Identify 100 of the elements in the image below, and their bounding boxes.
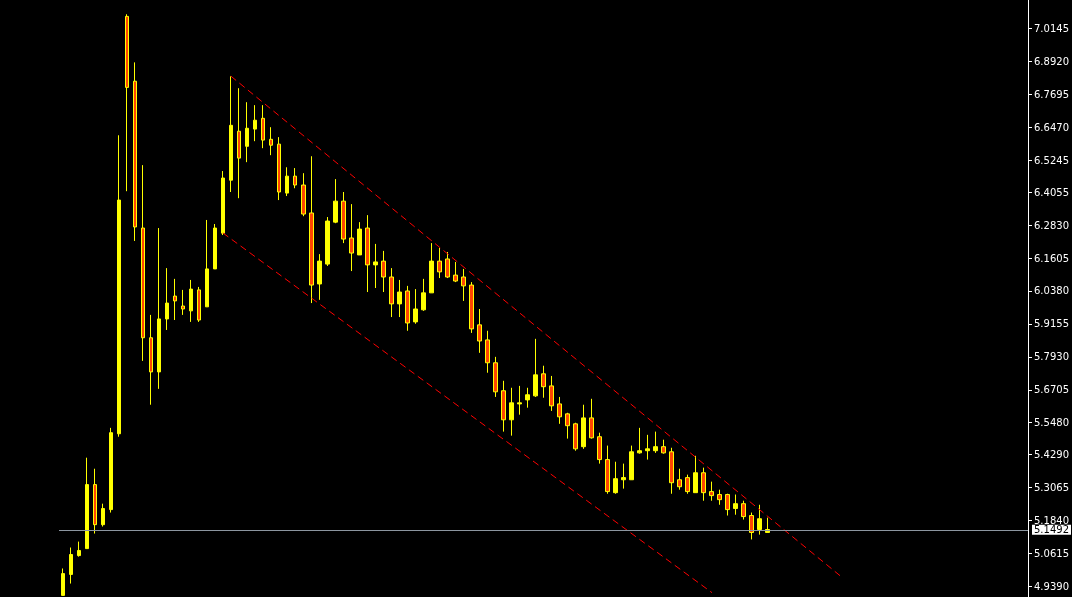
candlestick bbox=[245, 101, 249, 163]
candlestick bbox=[573, 422, 578, 452]
candlestick bbox=[61, 567, 65, 596]
candlestick bbox=[685, 474, 690, 495]
candlestick bbox=[413, 288, 418, 325]
candlestick bbox=[261, 104, 265, 149]
candlestick bbox=[205, 219, 209, 308]
candlestick bbox=[141, 164, 145, 362]
candlestick bbox=[109, 427, 113, 514]
candlestick bbox=[309, 155, 314, 304]
y-tick-label: 6.5245 bbox=[1034, 154, 1070, 166]
y-tick-label: 6.2830 bbox=[1034, 219, 1070, 231]
candlestick bbox=[213, 223, 217, 270]
candlestick bbox=[349, 203, 354, 272]
candlestick bbox=[581, 404, 586, 450]
candlestick bbox=[749, 512, 754, 540]
candlestick bbox=[701, 467, 706, 502]
y-tick-label: 6.4055 bbox=[1034, 186, 1070, 198]
candlestick bbox=[493, 356, 498, 398]
y-tick-label: 5.4290 bbox=[1034, 449, 1070, 461]
candlestick bbox=[341, 191, 346, 244]
candlestick bbox=[661, 439, 666, 455]
candlestick bbox=[157, 227, 161, 390]
candlestick bbox=[653, 431, 658, 454]
y-tick-label: 5.5480 bbox=[1034, 417, 1070, 429]
candlestick bbox=[693, 455, 698, 494]
candlestick bbox=[717, 489, 722, 506]
candlestick bbox=[253, 104, 257, 142]
candlestick bbox=[669, 447, 674, 495]
candlestick bbox=[277, 136, 281, 201]
candlestick bbox=[629, 445, 634, 481]
y-tick-label: 6.7695 bbox=[1034, 88, 1070, 100]
candlestick bbox=[741, 500, 746, 521]
candlestick bbox=[533, 338, 538, 398]
candlestick bbox=[125, 13, 129, 192]
candlestick bbox=[421, 278, 426, 312]
candlestick bbox=[221, 170, 225, 236]
candlestick bbox=[709, 481, 714, 502]
candlestick bbox=[69, 547, 73, 585]
y-tick-label: 5.9155 bbox=[1034, 318, 1070, 330]
candlestick bbox=[541, 365, 546, 399]
y-tick-label: 4.9390 bbox=[1034, 581, 1070, 593]
candlestick bbox=[325, 216, 330, 267]
candlestick bbox=[373, 243, 378, 289]
candlestick bbox=[389, 267, 394, 318]
y-tick-label: 5.3065 bbox=[1034, 482, 1070, 494]
candlestick bbox=[445, 251, 450, 279]
candlestick bbox=[477, 308, 482, 354]
candlestick bbox=[597, 432, 602, 465]
y-tick-label: 5.7930 bbox=[1034, 351, 1070, 363]
candlestick bbox=[589, 398, 594, 440]
candlestick bbox=[565, 412, 570, 440]
candlestick bbox=[93, 468, 97, 535]
candlestick bbox=[397, 279, 402, 318]
candlestick bbox=[733, 494, 738, 516]
candlestick bbox=[637, 427, 642, 455]
candlestick bbox=[725, 493, 730, 517]
candlestick bbox=[77, 541, 81, 558]
candlestick bbox=[229, 75, 233, 193]
candlestick bbox=[453, 261, 458, 283]
candlestick bbox=[645, 434, 650, 461]
y-tick-label: 5.1840 bbox=[1034, 515, 1070, 527]
candlestick bbox=[317, 253, 322, 301]
candlestick bbox=[437, 247, 442, 279]
candlestick bbox=[381, 250, 386, 293]
candlestick bbox=[173, 278, 177, 321]
candlestick bbox=[197, 286, 201, 323]
candlestick bbox=[525, 387, 530, 409]
y-tick-label: 6.0380 bbox=[1034, 285, 1070, 297]
candlestick bbox=[485, 330, 490, 374]
candlestick bbox=[501, 380, 506, 433]
candlestick bbox=[293, 167, 297, 189]
candlestick bbox=[549, 375, 554, 412]
candlestick bbox=[85, 457, 89, 550]
candlestick bbox=[509, 387, 514, 437]
candlestick bbox=[117, 134, 121, 438]
candlestick bbox=[269, 126, 273, 156]
candlestick bbox=[333, 178, 338, 224]
candlestick bbox=[429, 242, 434, 294]
candlestick bbox=[365, 214, 370, 293]
y-tick-label: 6.6470 bbox=[1034, 121, 1070, 133]
candlestick bbox=[621, 463, 626, 490]
candlestick bbox=[517, 385, 522, 416]
candlestick bbox=[357, 221, 362, 256]
candlestick bbox=[405, 285, 410, 332]
candlestick bbox=[101, 503, 105, 528]
y-tick-label: 5.6705 bbox=[1034, 384, 1070, 396]
candlestick bbox=[237, 87, 241, 199]
candlestick bbox=[149, 314, 153, 406]
candlestick bbox=[189, 279, 193, 323]
candlestick bbox=[557, 396, 562, 425]
candlestick bbox=[757, 504, 762, 536]
candlestick bbox=[165, 267, 169, 331]
candlestick bbox=[613, 461, 618, 495]
y-tick-label: 5.0615 bbox=[1034, 548, 1070, 560]
candlestick bbox=[677, 468, 682, 491]
y-tick-label: 6.8920 bbox=[1034, 55, 1070, 67]
candlestick bbox=[605, 445, 610, 495]
y-tick-label: 7.0145 bbox=[1034, 22, 1070, 34]
y-tick-label: 6.1605 bbox=[1034, 252, 1070, 264]
